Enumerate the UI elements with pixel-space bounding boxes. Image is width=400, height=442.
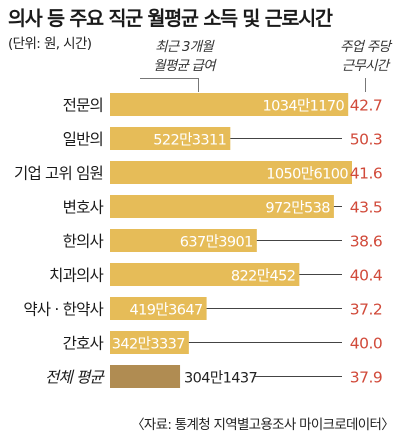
hours-value-label: 37.2 — [350, 301, 383, 319]
hours-value-label: 38.6 — [350, 233, 383, 251]
salary-header-underline — [140, 78, 198, 79]
salary-column-header: 최근 3개월 월평균 급여 — [136, 38, 232, 76]
category-label: 일반의 — [63, 131, 103, 149]
salary-value-label: 822만452 — [231, 268, 296, 285]
salary-value-label: 522만3311 — [153, 132, 226, 149]
hours-value-label: 40.4 — [350, 267, 383, 285]
salary-value-label: 419만3647 — [129, 302, 202, 319]
hours-value-label: 40.0 — [350, 335, 383, 353]
hours-value-label: 37.9 — [350, 369, 383, 387]
salary-bar — [110, 93, 349, 116]
salary-value-label: 1050만6100 — [266, 166, 348, 183]
hours-header-leader — [365, 78, 366, 92]
unit-note: (단위: 원, 시간) — [8, 36, 92, 52]
category-label: 한의사 — [63, 233, 104, 251]
salary-header-line1: 최근 3개월 — [155, 39, 214, 55]
hours-value-label: 41.6 — [350, 165, 383, 183]
category-label: 약사 · 한약사 — [23, 301, 103, 319]
salary-bar — [110, 161, 352, 184]
category-label: 전문의 — [63, 97, 103, 115]
category-label: 간호사 — [63, 335, 104, 353]
salary-bar — [110, 365, 181, 388]
salary-value-label: 1034만1170 — [262, 98, 344, 115]
category-label: 치과의사 — [49, 267, 103, 285]
hours-header-line2: 근무시간 — [341, 58, 389, 74]
hours-header-line1: 주업 주당 — [340, 39, 391, 55]
salary-value-label: 304만1437 — [184, 370, 257, 387]
salary-bar — [110, 195, 334, 218]
salary-bar — [110, 297, 207, 320]
salary-value-label: 342만3337 — [112, 336, 185, 353]
category-label: 기업 고위 임원 — [14, 165, 103, 183]
salary-header-line2: 월평균 급여 — [153, 58, 215, 74]
salary-bar — [110, 127, 231, 150]
salary-bar — [110, 263, 300, 286]
hours-column-header: 주업 주당 근무시간 — [330, 38, 400, 76]
salary-bar — [110, 229, 257, 252]
category-label: 전체 평균 — [45, 369, 106, 387]
category-label: 변호사 — [63, 199, 104, 217]
hours-value-label: 42.7 — [350, 97, 383, 115]
salary-bar — [110, 331, 189, 354]
salary-value-label: 637만3901 — [180, 234, 253, 251]
salary-value-label: 972만538 — [265, 200, 330, 217]
salary-header-leader — [198, 78, 199, 92]
hours-value-label: 43.5 — [350, 199, 383, 217]
hours-value-label: 50.3 — [350, 131, 383, 149]
chart-title: 의사 등 주요 직군 월평균 소득 및 근로시간 — [8, 7, 333, 30]
source-note: 〈자료: 통계청 지역별고용조사 마이크로데이터〉 — [131, 417, 395, 433]
